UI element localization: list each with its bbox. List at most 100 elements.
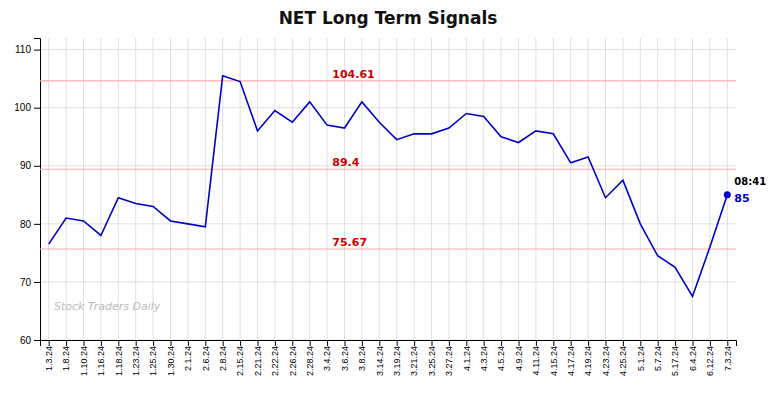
x-tick-mark	[118, 340, 119, 346]
x-tick: 1.8.24	[61, 340, 71, 371]
reference-label: 89.4	[332, 156, 359, 169]
y-tick-mark	[34, 224, 40, 225]
x-tick: 1.16.24	[96, 340, 106, 376]
x-tick-label: 4.17.24	[566, 346, 576, 376]
grid-line-x	[657, 38, 658, 340]
x-tick-label: 2.28.24	[305, 346, 315, 376]
x-tick-mark	[710, 340, 711, 346]
x-tick: 3.4.24	[322, 340, 332, 371]
x-tick-label: 4.1.24	[462, 346, 472, 371]
data-line	[49, 76, 728, 297]
x-tick-mark	[623, 340, 624, 346]
grid-line-x	[118, 38, 119, 340]
x-tick-label: 4.15.24	[549, 346, 559, 376]
x-tick-mark	[536, 340, 537, 346]
x-tick-mark	[153, 340, 154, 346]
y-tick-mark	[34, 340, 40, 341]
x-tick-label: 4.25.24	[618, 346, 628, 376]
x-tick-label: 3.21.24	[409, 346, 419, 376]
grid-line-x	[153, 38, 154, 340]
y-tick-mark	[34, 50, 40, 51]
x-tick-mark	[414, 340, 415, 346]
x-tick-label: 4.11.24	[531, 346, 541, 375]
x-tick-label: 4.23.24	[601, 346, 611, 376]
x-tick-mark	[466, 340, 467, 346]
x-tick-mark	[553, 340, 554, 346]
grid-line-x	[83, 38, 84, 340]
x-tick: 4.1.24	[462, 340, 472, 371]
grid-line-x	[135, 38, 136, 340]
x-tick-label: 1.30.24	[166, 346, 176, 376]
x-tick-mark	[519, 340, 520, 346]
x-tick: 1.10.24	[79, 340, 89, 376]
x-tick-mark	[223, 340, 224, 346]
x-tick-label: 3.8.24	[357, 346, 367, 371]
grid-line-x	[205, 38, 206, 340]
x-tick-label: 1.18.24	[114, 346, 124, 376]
x-tick-label: 5.17.24	[670, 346, 680, 376]
grid-line-x	[605, 38, 606, 340]
x-tick-label: 7.3.24	[723, 346, 733, 371]
grid-line-x	[535, 38, 536, 340]
x-tick-mark	[258, 340, 259, 346]
reference-label: 75.67	[332, 236, 367, 249]
x-tick: 1.3.24	[44, 340, 54, 371]
x-tick: 2.26.24	[288, 340, 298, 376]
grid-line-x	[257, 38, 258, 340]
x-tick: 6.12.24	[705, 340, 715, 376]
x-tick: 2.22.24	[270, 340, 280, 376]
grid-line-x	[727, 38, 728, 340]
x-tick-label: 3.27.24	[444, 346, 454, 376]
x-tick: 2.15.24	[235, 340, 245, 376]
x-tick-label: 2.1.24	[183, 346, 193, 371]
x-tick-label: 6.12.24	[705, 346, 715, 376]
x-tick-label: 2.6.24	[201, 346, 211, 371]
x-tick-mark	[640, 340, 641, 346]
x-tick-label: 1.3.24	[44, 346, 54, 371]
y-tick-label: 110	[15, 44, 31, 55]
x-tick-label: 2.22.24	[270, 346, 280, 376]
x-axis: 1.3.24 1.8.24 1.10.24 1.16.24 1.18.24 1.23.24…	[41, 340, 737, 376]
x-tick-mark	[84, 340, 85, 346]
grid-line-x	[379, 38, 380, 340]
x-tick: 1.18.24	[114, 340, 124, 376]
x-tick: 1.23.24	[131, 340, 141, 376]
x-tick-mark	[66, 340, 67, 346]
x-tick: 1.30.24	[166, 340, 176, 376]
grid-line-x	[588, 38, 589, 340]
x-tick: 4.11.24	[531, 340, 541, 375]
x-tick-label: 2.8.24	[218, 346, 228, 371]
x-tick-mark	[327, 340, 328, 346]
x-tick-mark	[188, 340, 189, 346]
y-tick-mark	[34, 282, 40, 283]
x-tick-mark	[362, 340, 363, 346]
x-tick: 1.25.24	[148, 340, 158, 376]
y-tick: 70	[20, 277, 40, 288]
x-tick-mark	[675, 340, 676, 346]
x-tick: 2.8.24	[218, 340, 228, 371]
x-tick-label: 1.10.24	[79, 346, 89, 376]
grid-line-x	[431, 38, 432, 340]
x-tick: 2.1.24	[183, 340, 193, 371]
reference-line	[40, 248, 736, 249]
grid-line-x	[466, 38, 467, 340]
x-tick: 2.6.24	[201, 340, 211, 371]
grid-line-y	[40, 165, 736, 166]
y-tick: 100	[14, 102, 40, 113]
grid-line-x	[170, 38, 171, 340]
x-tick-mark	[101, 340, 102, 346]
x-tick-label: 3.25.24	[427, 346, 437, 376]
grid-line-x	[414, 38, 415, 340]
x-tick: 4.3.24	[479, 340, 489, 371]
grid-line-y	[40, 281, 736, 282]
grid	[40, 38, 736, 340]
x-tick-mark	[727, 340, 728, 346]
x-tick-mark	[310, 340, 311, 346]
x-tick-label: 4.9.24	[514, 346, 524, 371]
x-tick-mark	[693, 340, 694, 346]
x-tick: 3.6.24	[340, 340, 350, 371]
x-tick-label: 2.26.24	[288, 346, 298, 376]
y-tick-label: 100	[14, 102, 31, 113]
x-tick: 5.17.24	[670, 340, 680, 376]
last-point	[724, 191, 731, 198]
